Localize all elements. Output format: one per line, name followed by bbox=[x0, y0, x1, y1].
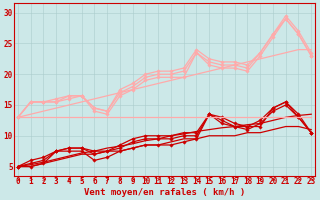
X-axis label: Vent moyen/en rafales ( km/h ): Vent moyen/en rafales ( km/h ) bbox=[84, 188, 245, 197]
